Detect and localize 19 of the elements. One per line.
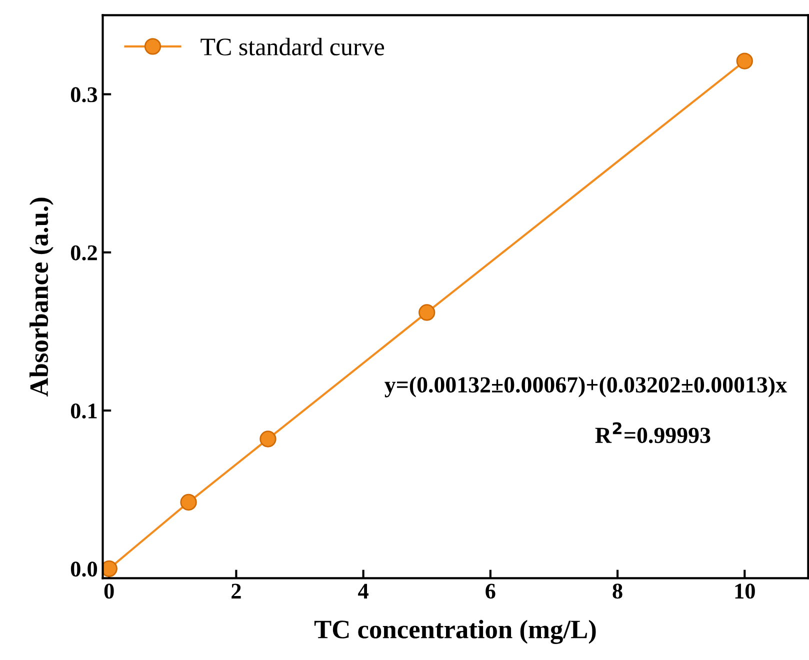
y-tick-label: 0.1 (70, 403, 97, 419)
point (736, 52, 753, 70)
y-tick-label: 0.2 (70, 245, 97, 260)
x-axis-title: TC concentration (mg/L) (314, 620, 596, 644)
y-tick-label: 0.0 (70, 562, 98, 577)
legend-label: TC standard curve (200, 38, 384, 56)
point (260, 430, 276, 448)
x-tick-label: 4 (358, 584, 368, 598)
annotation: y=(0.00132±0.00067)+(0.03202±0.00013)x (384, 376, 787, 398)
x-tick-label: 0 (104, 584, 114, 599)
point (418, 304, 436, 321)
point (180, 494, 197, 511)
y-tick-label: 0.3 (70, 87, 98, 102)
x-tick-label: 10 (735, 584, 755, 599)
x-tick-label: 6 (486, 584, 496, 599)
x-tick-label: 2 (232, 584, 241, 598)
x-tick-label: 8 (612, 584, 622, 599)
y-axis-title: Absorbance (a.u.) (30, 198, 54, 396)
annotation: R$^{2}$=0.99993 (595, 422, 710, 444)
